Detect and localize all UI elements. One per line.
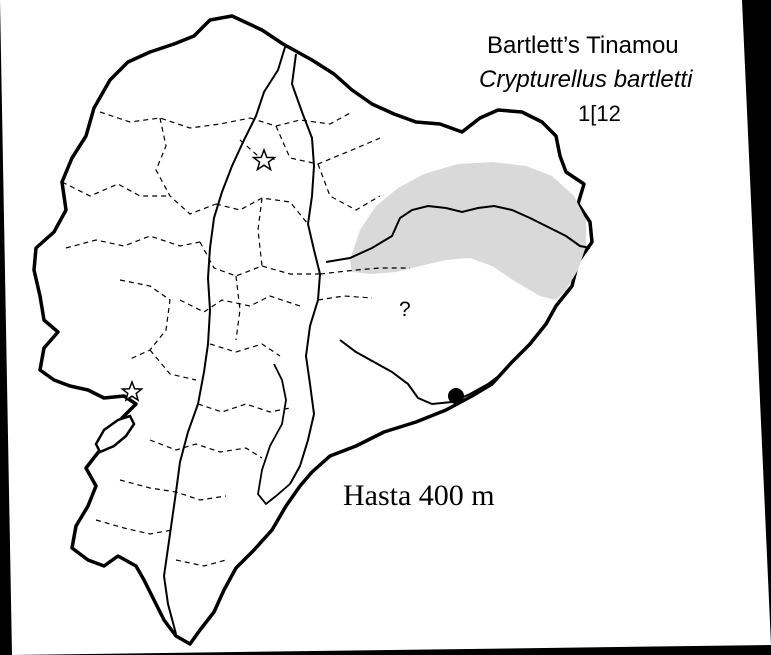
star-icon — [251, 147, 277, 172]
andes-line — [162, 43, 287, 635]
river — [339, 339, 505, 406]
island — [94, 414, 136, 454]
species-common-name: Bartlett’s Tinamou — [487, 32, 679, 59]
river — [325, 204, 591, 263]
range-shading — [350, 162, 586, 300]
star-icon — [120, 379, 144, 402]
dot-icon — [448, 388, 464, 404]
map-number: 1[12 — [578, 101, 621, 126]
andes-line — [257, 363, 291, 506]
unknown-range-marker: ? — [399, 298, 411, 321]
elevation-note: Hasta 400 m — [343, 479, 495, 512]
province-boundaries — [61, 111, 410, 567]
species-scientific-name: Crypturellus bartletti — [479, 66, 693, 93]
